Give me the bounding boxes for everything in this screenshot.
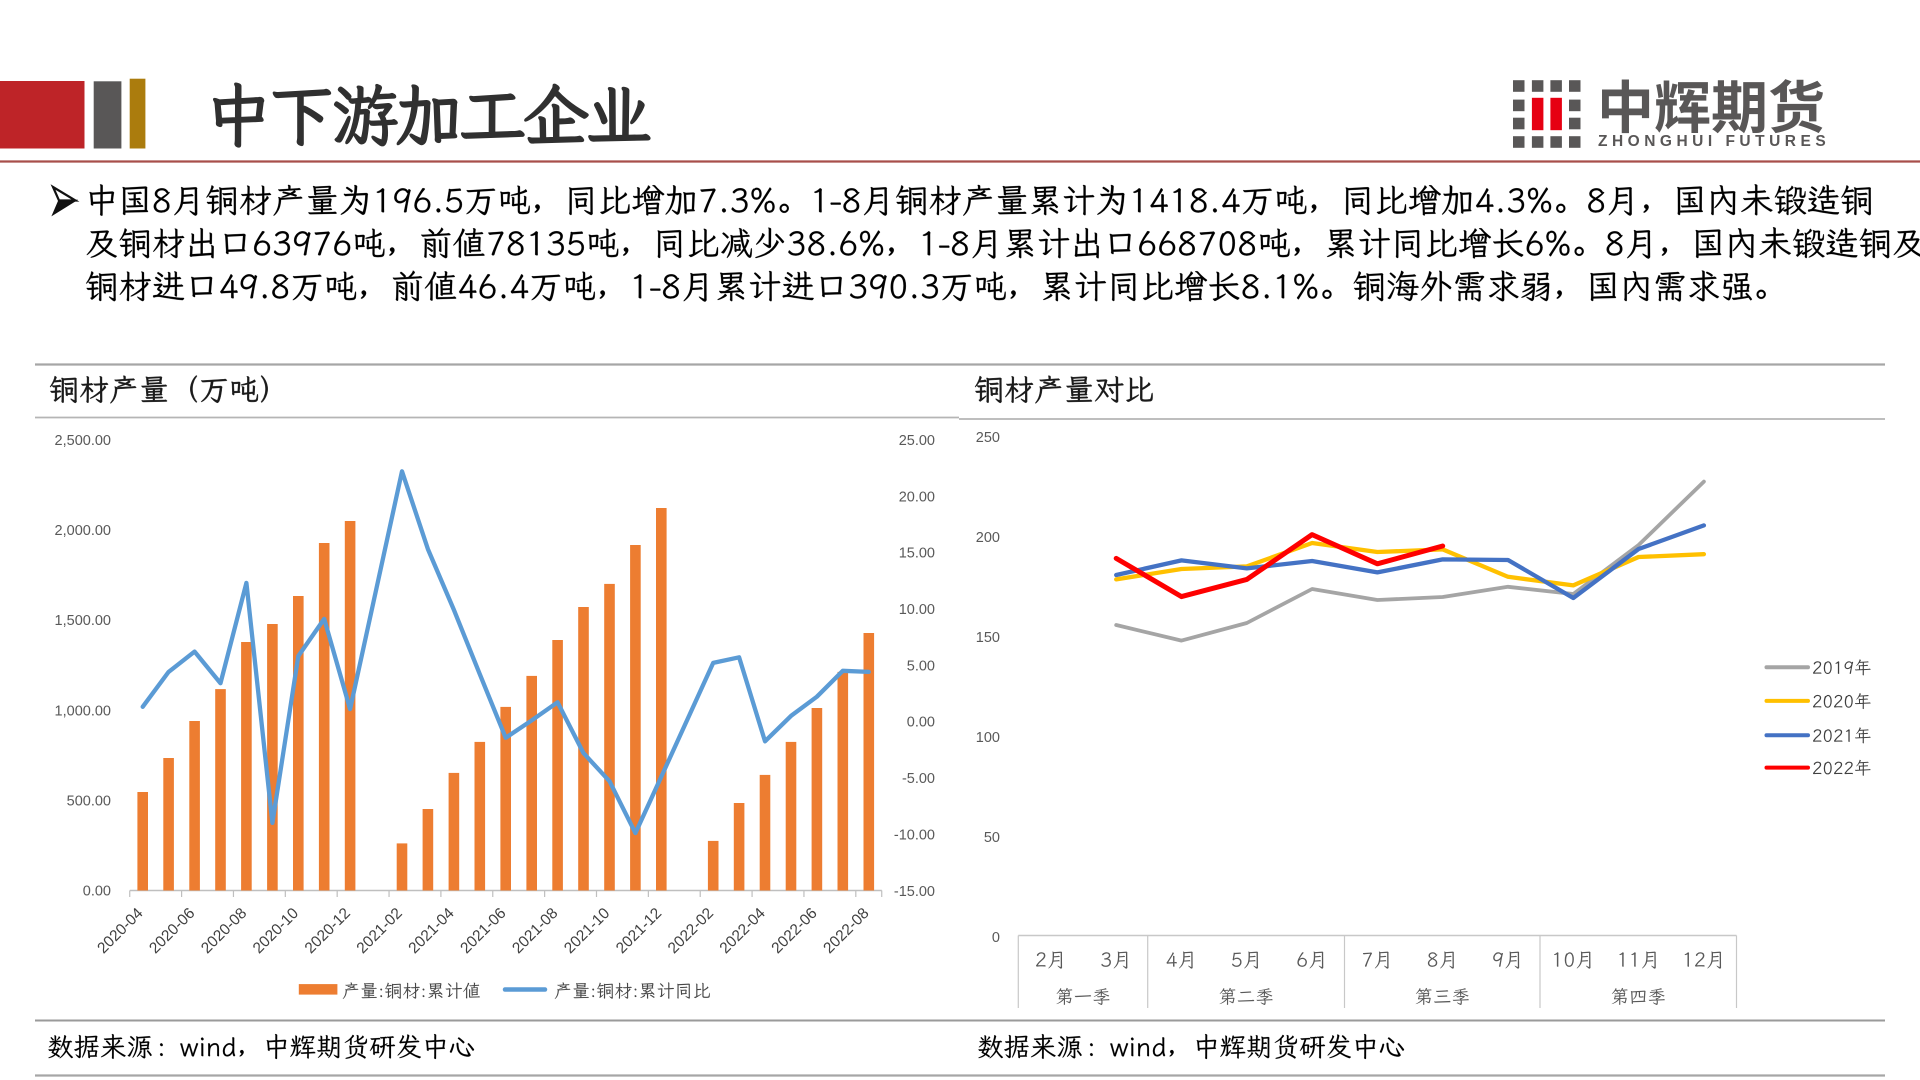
svg-text:15.00: 15.00 xyxy=(899,546,935,562)
svg-text:20.00: 20.00 xyxy=(899,489,935,505)
svg-text:1,000.00: 1,000.00 xyxy=(55,703,111,719)
svg-text:10.00: 10.00 xyxy=(899,602,935,618)
svg-text:100: 100 xyxy=(976,730,1000,746)
svg-text:-5.00: -5.00 xyxy=(902,771,935,787)
svg-text:0: 0 xyxy=(992,930,1000,946)
svg-text:0.00: 0.00 xyxy=(83,884,111,900)
svg-text:ZHONGHUI FUTURES: ZHONGHUI FUTURES xyxy=(1598,133,1830,150)
svg-text:150: 150 xyxy=(976,630,1000,646)
svg-text:2,500.00: 2,500.00 xyxy=(55,433,111,449)
svg-text:500.00: 500.00 xyxy=(67,794,111,810)
svg-text:1,500.00: 1,500.00 xyxy=(55,613,111,629)
svg-text:5.00: 5.00 xyxy=(907,658,935,674)
svg-text:50: 50 xyxy=(984,830,1000,846)
svg-text:2,000.00: 2,000.00 xyxy=(55,523,111,539)
svg-text:-10.00: -10.00 xyxy=(894,827,935,843)
svg-text:-15.00: -15.00 xyxy=(894,884,935,900)
svg-text:0.00: 0.00 xyxy=(907,715,935,731)
svg-text:200: 200 xyxy=(976,530,1000,546)
svg-text:250: 250 xyxy=(976,430,1000,446)
svg-text:25.00: 25.00 xyxy=(899,433,935,449)
